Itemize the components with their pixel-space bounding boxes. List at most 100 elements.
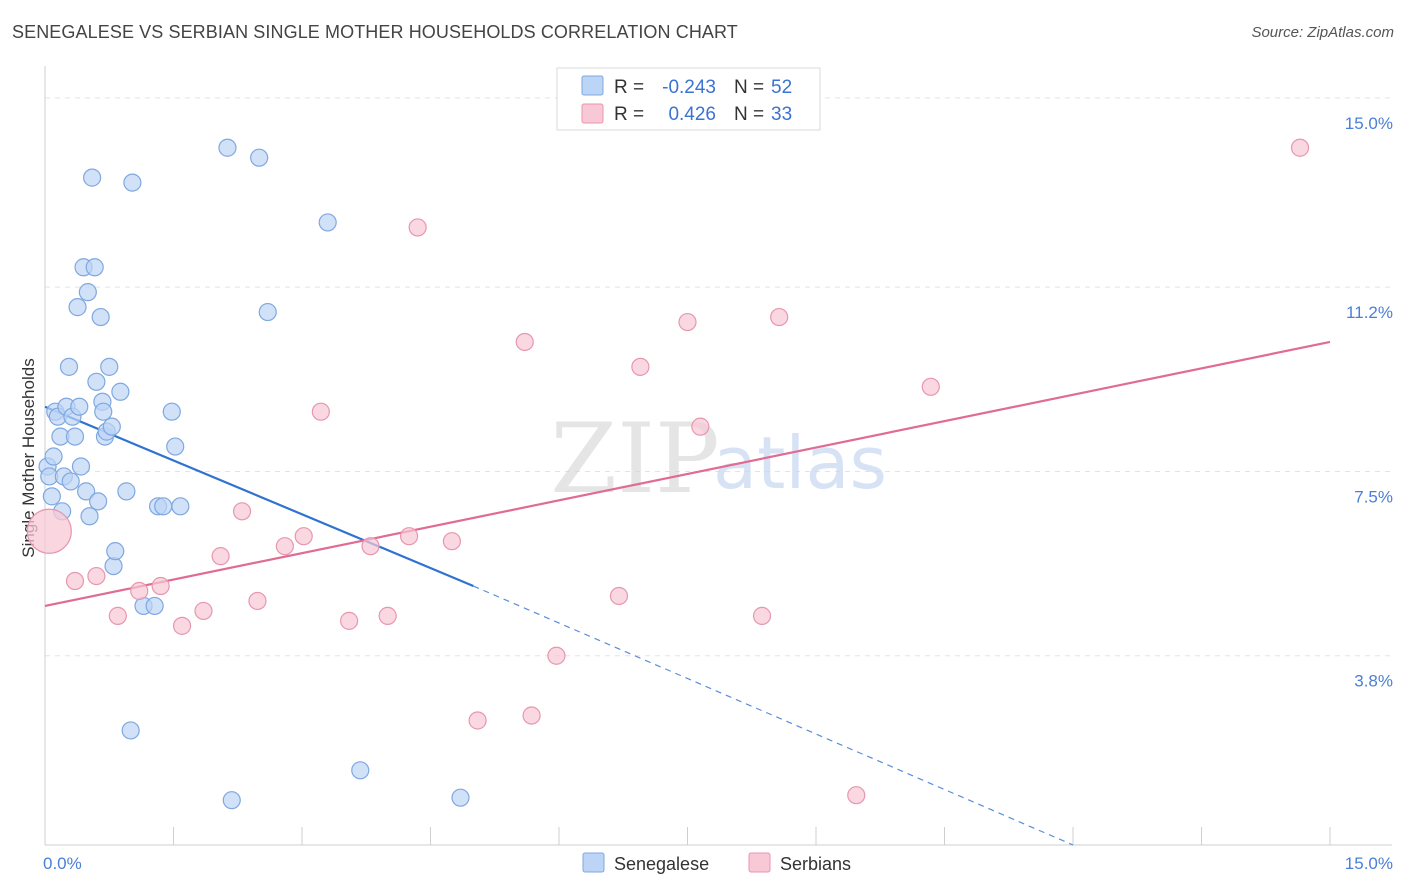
serbian-point bbox=[399, 527, 419, 546]
senegalese-point bbox=[44, 447, 63, 466]
serbian-point bbox=[847, 786, 866, 805]
senegalese-point bbox=[117, 482, 136, 501]
senegalese-point bbox=[258, 302, 277, 322]
serbian-point bbox=[151, 576, 170, 596]
senegalese-point bbox=[70, 397, 89, 416]
serbian-point bbox=[378, 606, 397, 625]
x-tick-label: 15.0% bbox=[1345, 854, 1393, 873]
senegalese-point bbox=[94, 402, 113, 421]
senegalese-point bbox=[91, 307, 110, 327]
x-tick-label: 0.0% bbox=[43, 854, 82, 873]
series-legend-serbians: Serbians bbox=[780, 854, 851, 874]
senegalese-point bbox=[121, 721, 140, 740]
serbian-point bbox=[211, 547, 230, 566]
legend-r-value: 0.426 bbox=[668, 104, 716, 125]
senegalese-point bbox=[65, 427, 85, 446]
senegalese-point bbox=[100, 357, 119, 376]
serbian-point bbox=[691, 417, 710, 436]
serbian-point bbox=[468, 711, 487, 730]
senegalese-point bbox=[61, 472, 80, 491]
serbian-point bbox=[172, 616, 192, 635]
serbian-point bbox=[108, 606, 127, 625]
senegalese-point bbox=[171, 497, 190, 516]
senegalese-point bbox=[145, 596, 164, 616]
senegalese-point bbox=[71, 457, 91, 476]
y-tick-labels: 3.8% 7.5% 11.2% 15.0% bbox=[1345, 114, 1393, 691]
serbian-point bbox=[522, 706, 541, 725]
y-tick-label: 3.8% bbox=[1354, 672, 1393, 691]
senegalese-point bbox=[222, 791, 241, 810]
legend-swatch-serbian bbox=[581, 103, 604, 124]
source-label: Source: ZipAtlas.com bbox=[1251, 24, 1394, 41]
serbian-point bbox=[87, 566, 106, 586]
y-tick-label: 7.5% bbox=[1354, 487, 1393, 506]
serbian-point bbox=[294, 527, 313, 546]
senegalese-point bbox=[59, 357, 79, 376]
y-axis-label: Single Mother Households bbox=[19, 358, 38, 557]
serbian-point bbox=[1290, 138, 1310, 157]
senegalese-point bbox=[166, 437, 185, 456]
serbian-point bbox=[547, 646, 566, 665]
series-legend: Senegalese Serbians bbox=[582, 852, 851, 874]
y-tick-label: 11.2% bbox=[1346, 303, 1393, 322]
trend-lines bbox=[44, 340, 1331, 846]
senegalese-point bbox=[218, 138, 237, 157]
chart-title: SENEGALESE VS SERBIAN SINGLE MOTHER HOUS… bbox=[12, 22, 738, 42]
serbian-point bbox=[248, 591, 267, 611]
x-tick-labels: 0.0% 15.0% bbox=[43, 854, 1393, 873]
y-tick-label: 15.0% bbox=[1345, 114, 1393, 133]
legend-n-label: N = bbox=[734, 77, 764, 98]
senegalese-point bbox=[85, 258, 104, 277]
series-legend-swatch-senegalese bbox=[582, 852, 605, 873]
serbian-point bbox=[609, 586, 629, 606]
serbian-point bbox=[752, 606, 772, 625]
serbian-point bbox=[311, 402, 330, 421]
senegalese-point bbox=[89, 492, 108, 511]
senegalese-point bbox=[123, 173, 142, 192]
senegalese-point bbox=[451, 788, 470, 807]
serbian-point bbox=[515, 332, 534, 352]
watermark-zip: ZIP bbox=[550, 403, 719, 515]
serbian-point bbox=[194, 601, 213, 621]
correlation-legend: R = -0.243 N = 52 R = 0.426 N = 33 bbox=[556, 67, 821, 131]
senegalese-point bbox=[162, 402, 181, 421]
senegalese-point bbox=[351, 761, 370, 780]
serbian-point bbox=[408, 218, 427, 237]
data-points bbox=[26, 138, 1310, 810]
senegalese-point bbox=[68, 298, 87, 317]
serbian-point bbox=[361, 537, 380, 556]
senegalese-point bbox=[111, 382, 130, 401]
serbian-trend-line bbox=[44, 340, 1331, 608]
legend-r-label: R = bbox=[614, 104, 644, 125]
senegalese-point bbox=[83, 168, 102, 187]
senegalese-trend-line bbox=[44, 405, 474, 588]
senegalese-point bbox=[250, 148, 269, 167]
senegalese-point bbox=[78, 283, 97, 302]
serbian-point bbox=[65, 571, 85, 591]
serbian-point bbox=[340, 611, 359, 630]
senegalese-point bbox=[318, 213, 337, 232]
legend-n-value: 52 bbox=[771, 77, 792, 98]
legend-r-value: -0.243 bbox=[662, 77, 716, 98]
serbian-point bbox=[442, 532, 462, 551]
series-legend-senegalese: Senegalese bbox=[614, 854, 709, 874]
legend-swatch-senegalese bbox=[581, 75, 604, 96]
legend-n-label: N = bbox=[734, 104, 764, 125]
senegalese-point bbox=[102, 417, 121, 436]
legend-n-value: 33 bbox=[771, 104, 792, 125]
serbian-point bbox=[631, 357, 650, 376]
senegalese-point bbox=[87, 372, 106, 391]
senegalese-point bbox=[42, 487, 61, 506]
serbian-point bbox=[275, 537, 294, 556]
watermark: ZIP atlas bbox=[550, 403, 887, 515]
serbian-point bbox=[770, 307, 789, 327]
series-legend-swatch-serbians bbox=[748, 852, 771, 873]
senegalese-point bbox=[77, 482, 96, 501]
serbian-point bbox=[232, 502, 252, 521]
serbian-point bbox=[678, 312, 697, 332]
grid-lines bbox=[45, 97, 1392, 657]
serbian-point bbox=[921, 377, 940, 396]
senegalese-point bbox=[154, 497, 173, 516]
senegalese-trend-extension bbox=[473, 585, 1074, 846]
